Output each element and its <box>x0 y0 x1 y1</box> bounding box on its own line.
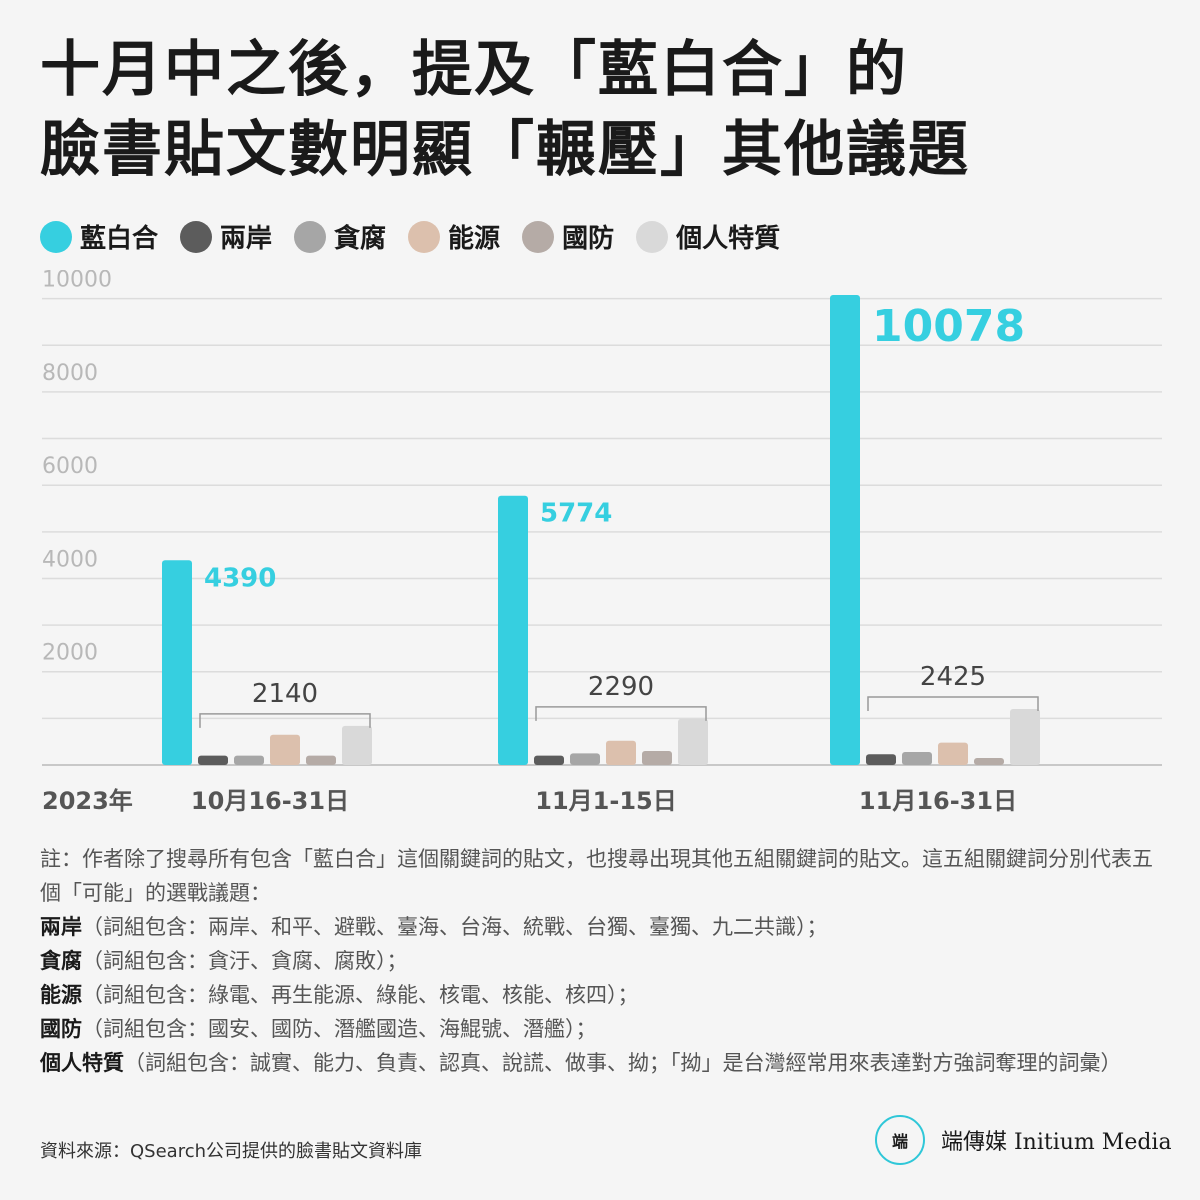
data-source: 資料來源：QSearch公司提供的臉書貼文資料庫 <box>40 1141 423 1162</box>
bracket <box>867 696 1039 712</box>
legend-item: 國防 <box>522 218 614 255</box>
note-item: 能源（詞組包含：綠電、再生能源、綠能、核電、核能、核四）； <box>40 978 1165 1012</box>
legend-swatch <box>180 220 213 253</box>
bar-highlight <box>498 495 528 765</box>
bar-other <box>678 718 708 765</box>
y-tick-label: 8000 <box>42 361 98 386</box>
bar-other <box>570 753 600 765</box>
legend-swatch <box>408 220 441 253</box>
bar-other <box>306 755 336 765</box>
notes: 註：作者除了搜尋所有包含「藍白合」這個關鍵詞的貼文，也搜尋出現其他五組關鍵詞的貼… <box>40 842 1165 1080</box>
note-item: 國防（詞組包含：國安、國防、潛艦國造、海鯤號、潛艦）； <box>40 1012 1165 1046</box>
bar-other <box>234 755 264 765</box>
bar-other <box>534 755 564 765</box>
note-item: 兩岸（詞組包含：兩岸、和平、避戰、臺海、台海、統戰、台獨、臺獨、九二共識）； <box>40 910 1165 944</box>
bar-other <box>938 742 968 765</box>
note-item: 貪腐（詞組包含：貪汙、貪腐、腐敗）； <box>40 944 1165 978</box>
legend-swatch <box>294 220 327 253</box>
others-total-label: 2425 <box>920 662 986 692</box>
bar-other <box>270 734 300 765</box>
y-tick-label: 6000 <box>42 454 98 479</box>
chart-title: 十月中之後，提及「藍白合」的 臉書貼文數明顯「輾壓」其他議題 <box>40 30 970 190</box>
note-desc: （詞組包含：貪汙、貪腐、腐敗）； <box>82 949 408 973</box>
note-desc: （詞組包含：誠實、能力、負責、認真、說謊、做事、拗；「拗」是台灣經常用來表達對方… <box>124 1051 1122 1075</box>
legend-swatch <box>40 220 72 253</box>
note-item: 個人特質（詞組包含：誠實、能力、負責、認真、說謊、做事、拗；「拗」是台灣經常用來… <box>40 1046 1165 1080</box>
bar-other <box>866 754 896 765</box>
note-term: 兩岸 <box>40 915 82 939</box>
bar-value-label: 4390 <box>204 563 276 593</box>
y-tick-label: 2000 <box>42 641 98 666</box>
bar-other <box>1010 709 1040 765</box>
bar-other <box>902 751 932 765</box>
legend-label: 個人特質 <box>676 224 781 254</box>
logo-icon: 端 <box>875 1115 925 1165</box>
legend-label: 國防 <box>562 224 615 254</box>
y-tick-label: 4000 <box>42 547 98 572</box>
bar-other <box>606 740 636 765</box>
legend-swatch <box>636 220 669 253</box>
legend: 藍白合 兩岸 貪腐 能源 國防 個人特質 <box>40 218 802 255</box>
note-term: 國防 <box>40 1017 82 1041</box>
bar-other <box>198 755 228 765</box>
bar-other <box>642 751 672 765</box>
note-desc: （詞組包含：國安、國防、潛艦國造、海鯤號、潛艦）； <box>82 1017 597 1041</box>
legend-item: 貪腐 <box>294 218 386 255</box>
bar-other <box>342 725 372 765</box>
notes-intro: 註：作者除了搜尋所有包含「藍白合」這個關鍵詞的貼文，也搜尋出現其他五組關鍵詞的貼… <box>40 847 1153 905</box>
others-total-label: 2140 <box>252 679 318 709</box>
year-label: 2023年 <box>42 787 133 815</box>
bar-value-label: 5774 <box>540 499 612 529</box>
note-term: 能源 <box>40 983 82 1007</box>
bracket <box>199 713 371 728</box>
legend-swatch <box>522 220 555 253</box>
legend-label: 貪腐 <box>334 224 387 254</box>
x-tick-label: 11月1-15日 <box>535 787 676 815</box>
legend-label: 能源 <box>448 224 501 254</box>
logo: 端 端傳媒 Initium Media <box>875 1115 1172 1165</box>
note-term: 個人特質 <box>40 1051 124 1075</box>
legend-item: 個人特質 <box>636 218 780 255</box>
legend-item: 兩岸 <box>180 218 272 255</box>
x-tick-label: 11月16-31日 <box>859 787 1017 815</box>
y-tick-label: 10000 <box>42 270 112 293</box>
bar-value-label: 10078 <box>872 301 1025 352</box>
others-total-label: 2290 <box>588 672 654 702</box>
x-tick-label: 10月16-31日 <box>191 787 349 815</box>
note-term: 貪腐 <box>40 949 82 973</box>
bar-highlight <box>830 295 860 765</box>
legend-item: 藍白合 <box>40 218 158 255</box>
title-line-1: 十月中之後，提及「藍白合」的 <box>40 35 908 105</box>
note-desc: （詞組包含：綠電、再生能源、綠能、核電、核能、核四）； <box>82 983 639 1007</box>
bracket <box>535 706 707 721</box>
logo-text: 端傳媒 Initium Media <box>941 1130 1172 1155</box>
title-line-2: 臉書貼文數明顯「輾壓」其他議題 <box>40 115 970 185</box>
bar-other <box>974 758 1004 765</box>
bar-chart: 2000 4000 6000 8000 10000 4390 2140 10月16-31日 57… <box>42 270 1162 815</box>
note-desc: （詞組包含：兩岸、和平、避戰、臺海、台海、統戰、台獨、臺獨、九二共識）； <box>82 915 828 939</box>
legend-item: 能源 <box>408 218 500 255</box>
legend-label: 兩岸 <box>220 224 273 254</box>
bar-highlight <box>162 560 192 765</box>
legend-label: 藍白合 <box>80 224 159 254</box>
